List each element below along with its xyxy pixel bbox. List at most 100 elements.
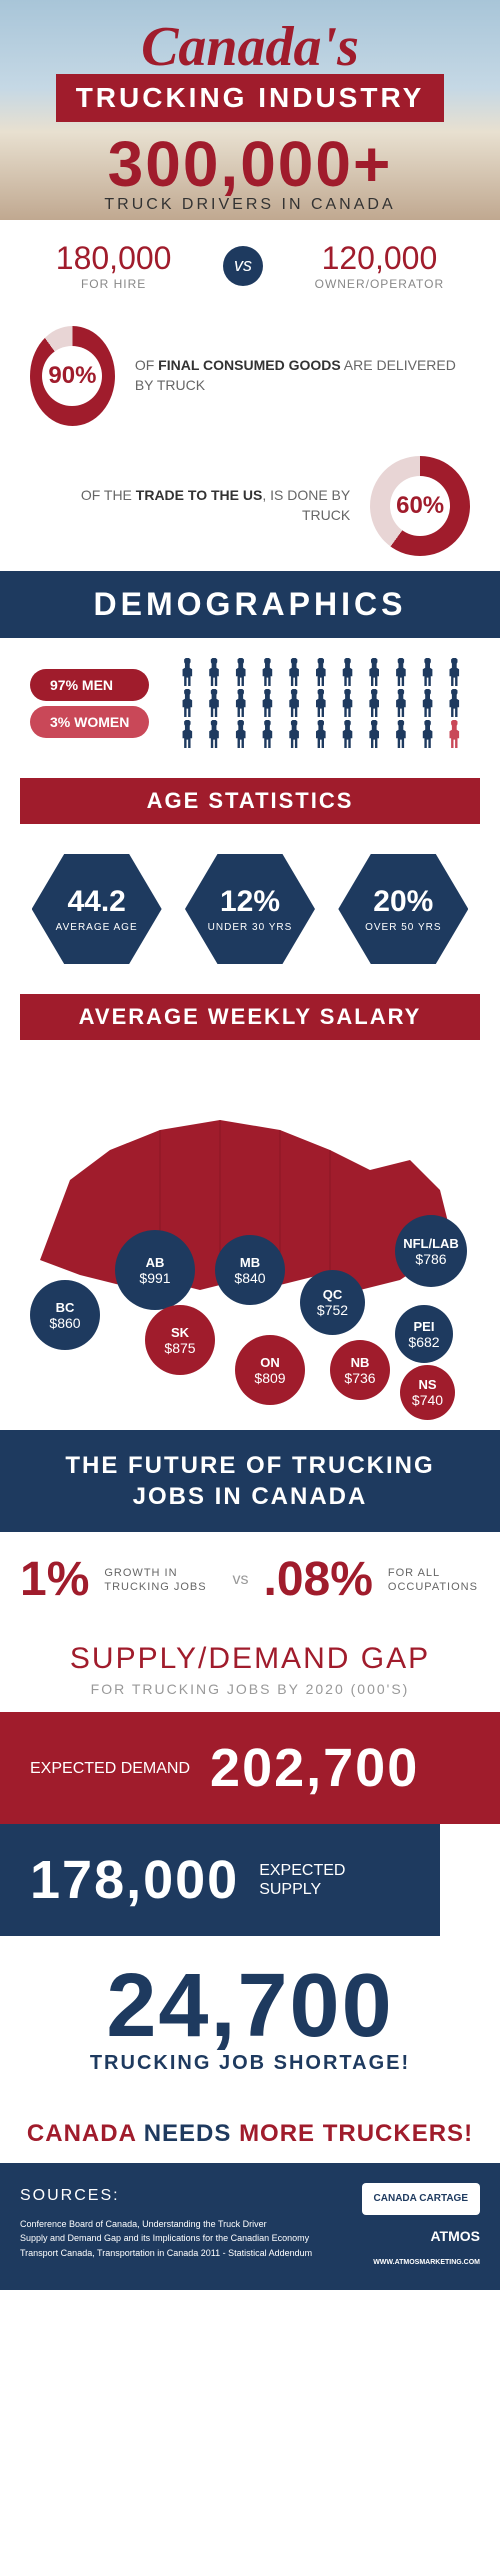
salary-bubble-ab: AB$991: [115, 1230, 195, 1310]
salary-banner: AVERAGE WEEKLY SALARY: [20, 994, 480, 1040]
donut-90-value: 90%: [48, 362, 96, 390]
person-icon-man: [366, 689, 382, 717]
shortage-label: TRUCKING JOB SHORTAGE!: [20, 2052, 480, 2075]
growth-all-label: FOR ALL OCCUPATIONS: [388, 1566, 480, 1595]
person-icon-man: [233, 658, 249, 686]
person-icon-man: [340, 720, 356, 748]
age-banner: AGE STATISTICS: [20, 778, 480, 824]
people-pictogram: [179, 658, 470, 748]
supply-bar: 178,000 EXPECTED SUPPLY: [0, 1824, 440, 1936]
sources-title: SOURCES:: [20, 2183, 312, 2209]
salary-bubble-ns: NS$740: [400, 1365, 455, 1420]
needs-tagline: CANADA NEEDS MORE TRUCKERS!: [0, 2105, 500, 2163]
person-icon-man: [179, 689, 195, 717]
donut-90-icon: 90%: [30, 326, 115, 426]
salary-bubble-qc: QC$752: [300, 1270, 365, 1335]
supply-label: EXPECTED SUPPLY: [259, 1861, 410, 1899]
owner-num: 120,000: [315, 240, 445, 277]
growth-vs: vs: [233, 1571, 249, 1589]
demand-value: 202,700: [210, 1737, 419, 1799]
salary-bubble-mb: MB$840: [215, 1235, 285, 1305]
age-hex: 12%UNDER 30 YRS: [185, 854, 315, 964]
salary-bubble-sk: SK$875: [145, 1305, 215, 1375]
footer-logos: CANADA CARTAGE ATMOSWWW.ATMOSMARKETING.C…: [362, 2183, 480, 2270]
title-script: Canada's: [0, 15, 500, 79]
owner-label: OWNER/OPERATOR: [315, 277, 445, 291]
person-icon-man: [286, 720, 302, 748]
demographics-banner: DEMOGRAPHICS: [0, 571, 500, 638]
future-banner: THE FUTURE OF TRUCKINGJOBS IN CANADA: [0, 1430, 500, 1532]
person-icon-man: [393, 720, 409, 748]
person-icon-man: [206, 689, 222, 717]
person-icon-man: [179, 720, 195, 748]
for-hire-label: FOR HIRE: [56, 277, 172, 291]
person-icon-man: [313, 689, 329, 717]
women-badge: 3% WOMEN: [30, 706, 149, 738]
person-icon-man: [446, 658, 462, 686]
growth-trucking-label: GROWTH IN TRUCKING JOBS: [104, 1566, 217, 1595]
person-icon-man: [286, 658, 302, 686]
person-icon-man: [286, 689, 302, 717]
person-icon-man: [313, 658, 329, 686]
person-icon-man: [393, 689, 409, 717]
demographics-content: 97% MEN 3% WOMEN: [0, 638, 500, 768]
person-icon-man: [206, 658, 222, 686]
growth-comparison: 1% GROWTH IN TRUCKING JOBS vs .08% FOR A…: [0, 1532, 500, 1627]
growth-trucking-pct: 1%: [20, 1552, 89, 1607]
driver-count: 300,000+: [0, 127, 500, 201]
person-icon-man: [420, 689, 436, 717]
person-icon-man: [313, 720, 329, 748]
sources-text: SOURCES: Conference Board of Canada, Und…: [20, 2183, 312, 2260]
title-banner: TRUCKING INDUSTRY: [56, 74, 445, 122]
header-section: Canada's TRUCKING INDUSTRY 300,000+ TRUC…: [0, 0, 500, 220]
person-icon-man: [446, 689, 462, 717]
person-icon-man: [366, 720, 382, 748]
hire-vs-owner: 180,000 FOR HIRE vs 120,000 OWNER/OPERAT…: [0, 220, 500, 311]
vs-badge: vs: [223, 246, 263, 286]
future-title: THE FUTURE OF TRUCKINGJOBS IN CANADA: [20, 1450, 480, 1512]
salary-bubble-bc: BC$860: [30, 1280, 100, 1350]
for-hire: 180,000 FOR HIRE: [56, 240, 172, 291]
salary-bubble-on: ON$809: [235, 1335, 305, 1405]
person-icon-man: [233, 720, 249, 748]
sources-footer: SOURCES: Conference Board of Canada, Und…: [0, 2163, 500, 2290]
person-icon-man: [420, 658, 436, 686]
canada-cartage-logo: CANADA CARTAGE: [362, 2183, 480, 2215]
person-icon-man: [259, 689, 275, 717]
infographic-container: Canada's TRUCKING INDUSTRY 300,000+ TRUC…: [0, 0, 500, 2290]
person-icon-man: [206, 720, 222, 748]
growth-all-pct: .08%: [264, 1552, 373, 1607]
demand-bar: EXPECTED DEMAND 202,700: [0, 1712, 500, 1824]
person-icon-man: [366, 658, 382, 686]
age-hexagons: 44.2AVERAGE AGE12%UNDER 30 YRS20%OVER 50…: [0, 834, 500, 984]
men-badge: 97% MEN: [30, 669, 149, 701]
supply-value: 178,000: [30, 1849, 239, 1911]
person-icon-man: [393, 658, 409, 686]
person-icon-man: [179, 658, 195, 686]
pct-90-desc: OF FINAL CONSUMED GOODS ARE DELIVERED BY…: [135, 356, 470, 395]
age-hex: 44.2AVERAGE AGE: [32, 854, 162, 964]
donut-60-icon: 60%: [370, 456, 470, 556]
atmos-logo: ATMOSWWW.ATMOSMARKETING.COM: [362, 2225, 480, 2270]
person-icon-man: [340, 689, 356, 717]
owner-operator: 120,000 OWNER/OPERATOR: [315, 240, 445, 291]
person-icon-man: [233, 689, 249, 717]
gap-subtitle: FOR TRUCKING JOBS BY 2020 (000'S): [15, 1681, 485, 1697]
for-hire-num: 180,000: [56, 240, 172, 277]
pct-60-section: 60% OF THE TRADE TO THE US, IS DONE BY T…: [0, 441, 500, 571]
pct-60-desc: OF THE TRADE TO THE US, IS DONE BY TRUCK: [30, 486, 350, 525]
age-hex: 20%OVER 50 YRS: [338, 854, 468, 964]
salary-bubble-nb: NB$736: [330, 1340, 390, 1400]
person-icon-man: [420, 720, 436, 748]
person-icon-man: [259, 658, 275, 686]
salary-bubble-pei: PEI$682: [395, 1305, 453, 1363]
gender-badges: 97% MEN 3% WOMEN: [30, 669, 149, 738]
gap-title: SUPPLY/DEMAND GAP: [15, 1642, 485, 1676]
driver-count-label: TRUCK DRIVERS IN CANADA: [0, 196, 500, 214]
shortage-section: 24,700 TRUCKING JOB SHORTAGE!: [0, 1936, 500, 2105]
pct-90-section: 90% OF FINAL CONSUMED GOODS ARE DELIVERE…: [0, 311, 500, 441]
person-icon-man: [340, 658, 356, 686]
salary-map: BC$860AB$991SK$875MB$840 ON$809QC$752NB$7…: [0, 1050, 500, 1430]
salary-bubble-nfl/lab: NFL/LAB$786: [395, 1215, 467, 1287]
gap-header: SUPPLY/DEMAND GAP FOR TRUCKING JOBS BY 2…: [0, 1627, 500, 1712]
